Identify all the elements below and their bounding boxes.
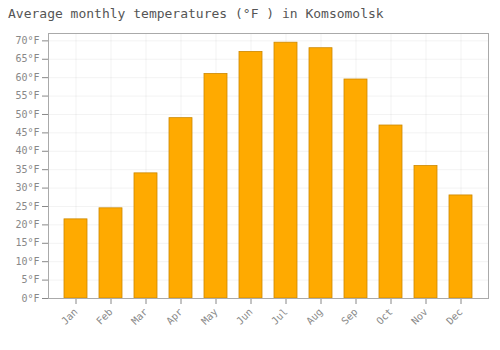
svg-text:Oct: Oct bbox=[374, 306, 395, 327]
svg-text:70°F: 70°F bbox=[15, 35, 39, 46]
svg-text:40°F: 40°F bbox=[15, 145, 39, 156]
svg-text:Dec: Dec bbox=[444, 306, 465, 327]
svg-text:Sep: Sep bbox=[339, 306, 360, 327]
svg-text:Apr: Apr bbox=[164, 306, 185, 327]
svg-text:Jul: Jul bbox=[269, 306, 290, 327]
svg-text:20°F: 20°F bbox=[15, 219, 39, 230]
html-text:Average monthly temperatures (: Average monthly temperatures (°F ) in Ko… bbox=[8, 6, 384, 21]
svg-text:Nov: Nov bbox=[409, 306, 430, 327]
svg-text:65°F: 65°F bbox=[15, 53, 39, 64]
svg-text:0°F: 0°F bbox=[21, 293, 39, 304]
svg-text:15°F: 15°F bbox=[15, 237, 39, 248]
svg-text:55°F: 55°F bbox=[15, 90, 39, 101]
svg-text:Mar: Mar bbox=[129, 306, 150, 327]
svg-text:25°F: 25°F bbox=[15, 201, 39, 212]
svg-text:Jan: Jan bbox=[59, 306, 80, 327]
svg-text:30°F: 30°F bbox=[15, 182, 39, 193]
svg-text:Aug: Aug bbox=[304, 306, 325, 327]
svg-text:45°F: 45°F bbox=[15, 127, 39, 138]
svg-text:Jun: Jun bbox=[234, 306, 255, 327]
svg-text:5°F: 5°F bbox=[21, 274, 39, 285]
svg-text:50°F: 50°F bbox=[15, 109, 39, 120]
svg-text:Feb: Feb bbox=[94, 306, 115, 327]
svg-text:60°F: 60°F bbox=[15, 72, 39, 83]
svg-text:35°F: 35°F bbox=[15, 164, 39, 175]
svg-text:10°F: 10°F bbox=[15, 256, 39, 267]
svg-text:May: May bbox=[199, 306, 220, 327]
